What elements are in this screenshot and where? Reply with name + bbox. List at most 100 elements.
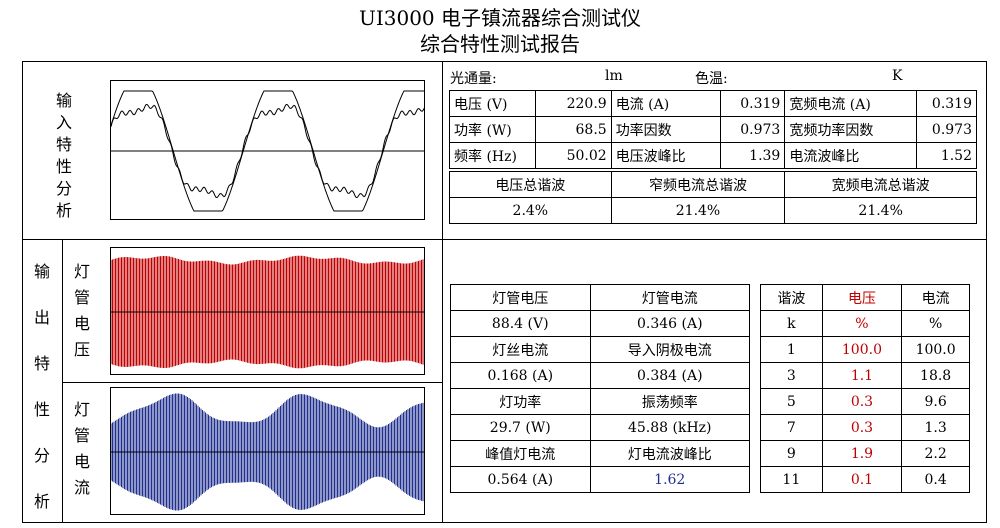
- harmonic-voltage: 0.3: [821, 414, 903, 441]
- lamp-voltage-plot: [110, 247, 425, 375]
- harmonic-voltage: 0.1: [821, 466, 903, 493]
- thd-table: 电压总谐波 窄频电流总谐波 宽频电流总谐波 2.4% 21.4% 21.4%: [449, 171, 977, 224]
- param-label: 宽频功率因数: [784, 116, 918, 143]
- harmonic-voltage: 0.3: [821, 388, 903, 415]
- param-value: 1.52: [916, 142, 977, 169]
- output-value: 0.564 (A): [450, 466, 591, 493]
- color-temp-label: 色温:: [695, 71, 728, 87]
- harmonic-header-voltage: 电压: [821, 284, 903, 311]
- output-row-divider: [62, 382, 442, 383]
- luminous-flux-label: 光通量:: [450, 71, 497, 87]
- table-row: 29.7 (W) 45.88 (kHz): [450, 414, 751, 441]
- harmonic-current: 2.2: [901, 440, 970, 467]
- table-row: 7 0.3 1.3: [760, 414, 970, 441]
- param-value: 1.39: [720, 142, 786, 169]
- table-row: 0.564 (A) 1.62: [450, 466, 751, 493]
- table-row: 功率 (W) 68.5 功率因数 0.973 宽频功率因数 0.973: [449, 116, 977, 143]
- output-value: 29.7 (W): [450, 414, 591, 441]
- report-frame: [22, 61, 987, 523]
- param-value: 0.973: [916, 116, 977, 143]
- param-label: 电压 (V): [449, 90, 536, 117]
- output-label: 导入阴极电流: [589, 336, 751, 363]
- color-temp-unit: K: [892, 68, 903, 84]
- harmonic-voltage: 100.0: [821, 336, 903, 363]
- param-value: 0.319: [720, 90, 786, 117]
- param-label: 宽频电流 (A): [784, 90, 918, 117]
- table-row: 3 1.1 18.8: [760, 362, 970, 389]
- output-label: 灯电流波峰比: [589, 440, 751, 467]
- output-label: 灯管电压: [450, 284, 591, 311]
- param-label: 功率 (W): [449, 116, 536, 143]
- input-waveform-plot: [110, 80, 425, 220]
- output-value: 0.168 (A): [450, 362, 591, 389]
- table-row: 1 100.0 100.0: [760, 336, 970, 363]
- table-row: 电压 (V) 220.9 电流 (A) 0.319 宽频电流 (A) 0.319: [449, 90, 977, 117]
- harmonics-table: 谐波 电压 电流 k % % 1 100.0 100.0 3 1.1 18.8 …: [760, 284, 970, 493]
- param-label: 电流波峰比: [784, 142, 918, 169]
- output-label-divider: [62, 240, 63, 523]
- harmonic-current: 9.6: [901, 388, 970, 415]
- param-label: 电流 (A): [610, 90, 722, 117]
- thd-header-wide-current: 宽频电流总谐波: [784, 171, 977, 198]
- harmonic-unit: k: [760, 310, 823, 337]
- param-label: 功率因数: [610, 116, 722, 143]
- luminous-row: 光通量: lm 色温: K: [450, 66, 980, 88]
- harmonic-order: 7: [760, 414, 823, 441]
- table-row: 0.168 (A) 0.384 (A): [450, 362, 751, 389]
- table-row: 9 1.9 2.2: [760, 440, 970, 467]
- param-value: 220.9: [534, 90, 612, 117]
- table-row: k % %: [760, 310, 970, 337]
- output-value: 0.346 (A): [589, 310, 751, 337]
- param-value: 68.5: [534, 116, 612, 143]
- harmonic-current: 18.8: [901, 362, 970, 389]
- lamp-current-plot: [110, 387, 425, 515]
- lamp-voltage-label: 灯管电压: [73, 262, 90, 359]
- harmonic-voltage: 1.9: [821, 440, 903, 467]
- output-value: 1.62: [589, 466, 751, 493]
- table-row: 电压总谐波 窄频电流总谐波 宽频电流总谐波: [449, 171, 977, 198]
- table-row: 峰值灯电流 灯电流波峰比: [450, 440, 751, 467]
- table-row: 88.4 (V) 0.346 (A): [450, 310, 751, 337]
- param-value: 0.319: [916, 90, 977, 117]
- thd-header-voltage: 电压总谐波: [449, 171, 612, 198]
- harmonic-voltage: 1.1: [821, 362, 903, 389]
- input-params-table: 电压 (V) 220.9 电流 (A) 0.319 宽频电流 (A) 0.319…: [449, 90, 977, 169]
- harmonic-order: 11: [760, 466, 823, 493]
- thd-value-wide-current: 21.4%: [784, 197, 977, 224]
- harmonic-order: 5: [760, 388, 823, 415]
- output-label: 灯丝电流: [450, 336, 591, 363]
- thd-value-voltage: 2.4%: [449, 197, 612, 224]
- harmonic-order: 1: [760, 336, 823, 363]
- param-value: 0.973: [720, 116, 786, 143]
- harmonic-order: 3: [760, 362, 823, 389]
- input-analysis-label: 输入特性分析: [55, 91, 72, 220]
- harmonic-header-current: 电流: [901, 284, 970, 311]
- column-divider: [442, 61, 443, 523]
- output-params-table: 灯管电压 灯管电流 88.4 (V) 0.346 (A) 灯丝电流 导入阴极电流 0.…: [450, 284, 751, 493]
- harmonic-header-order: 谐波: [760, 284, 823, 311]
- output-value: 88.4 (V): [450, 310, 591, 337]
- table-row: 灯管电压 灯管电流: [450, 284, 751, 311]
- table-row: 谐波 电压 电流: [760, 284, 970, 311]
- param-value: 50.02: [534, 142, 612, 169]
- output-value: 45.88 (kHz): [589, 414, 751, 441]
- harmonic-order: 9: [760, 440, 823, 467]
- report-subtitle: 综合特性测试报告: [420, 32, 580, 56]
- report-title: UI3000 电子镇流器综合测试仪: [358, 6, 641, 30]
- output-label: 振荡频率: [589, 388, 751, 415]
- harmonic-unit: %: [821, 310, 903, 337]
- output-value: 0.384 (A): [589, 362, 751, 389]
- table-row: 频率 (Hz) 50.02 电压波峰比 1.39 电流波峰比 1.52: [449, 142, 977, 169]
- harmonic-unit: %: [901, 310, 970, 337]
- output-label: 灯功率: [450, 388, 591, 415]
- input-voltage-wave: [111, 90, 424, 212]
- param-label: 频率 (Hz): [449, 142, 536, 169]
- harmonic-current: 100.0: [901, 336, 970, 363]
- lamp-current-label: 灯管电流: [73, 400, 90, 497]
- section-divider: [22, 239, 987, 240]
- thd-header-narrow-current: 窄频电流总谐波: [610, 171, 786, 198]
- table-row: 11 0.1 0.4: [760, 466, 970, 493]
- harmonic-current: 1.3: [901, 414, 970, 441]
- table-row: 灯丝电流 导入阴极电流: [450, 336, 751, 363]
- table-row: 5 0.3 9.6: [760, 388, 970, 415]
